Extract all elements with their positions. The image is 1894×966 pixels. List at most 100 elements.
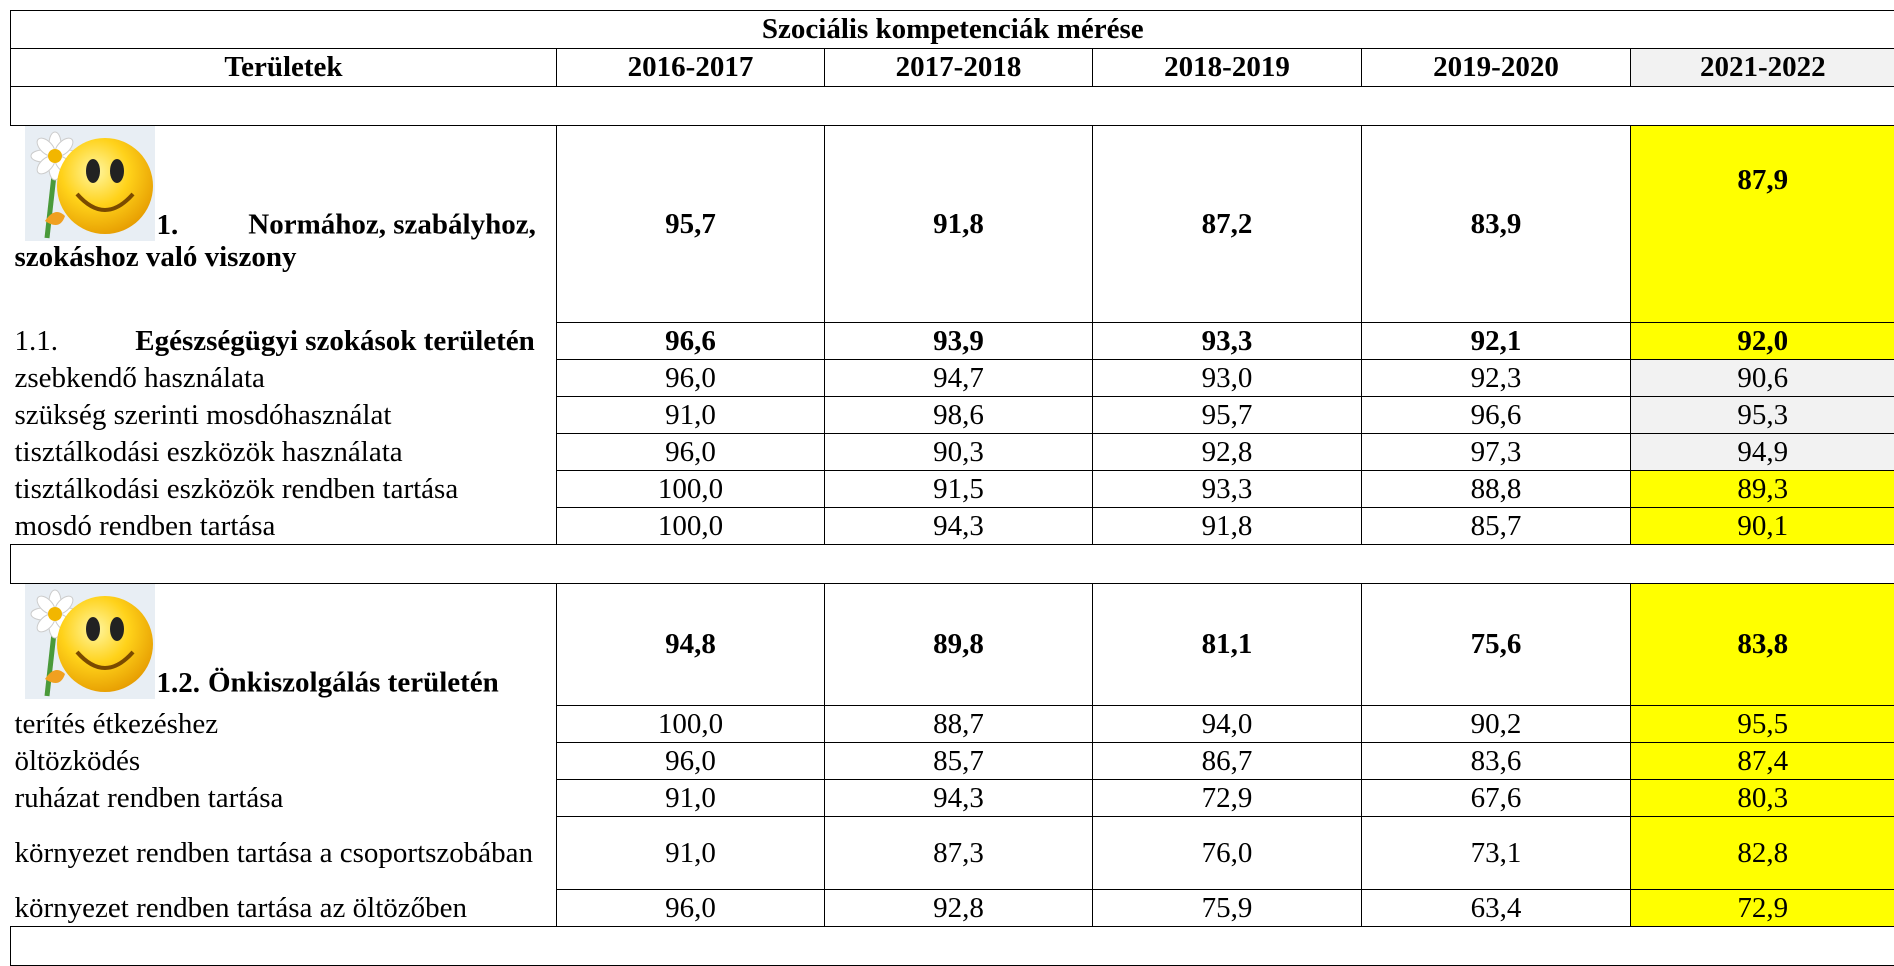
value-cell: 83,9 [1362,126,1631,323]
row-text: környezet rendben tartása az öltözőben [15,892,468,924]
row-label: ruházat rendben tartása [11,780,557,817]
value-cell: 87,4 [1631,743,1894,780]
value-cell: 93,9 [825,323,1093,360]
value-cell: 80,3 [1631,780,1894,817]
header-cell: 2017-2018 [825,49,1093,87]
value-cell: 96,0 [557,743,825,780]
value-cell: 96,0 [557,890,825,927]
value-cell: 67,6 [1362,780,1631,817]
value-cell: 92,1 [1362,323,1631,360]
value-cell: 100,0 [557,508,825,545]
value-cell: 87,3 [825,817,1093,890]
row-text: Egészségügyi szokások területén [135,325,535,357]
row-text: zsebkendő használata [15,362,265,394]
value-cell: 72,9 [1631,890,1894,927]
value-cell: 96,6 [1362,397,1631,434]
value-cell: 92,8 [825,890,1093,927]
row-text: tisztálkodási eszközök rendben tartása [15,473,459,505]
item-row: környezet rendben tartása a csoportszobá… [11,817,1894,890]
value-cell: 91,0 [557,780,825,817]
header-cell: 2019-2020 [1362,49,1631,87]
row-text: környezet rendben tartása a csoportszobá… [15,837,534,869]
row-text: ruházat rendben tartása [15,782,284,814]
header-cell: 2018-2019 [1093,49,1362,87]
value-cell: 75,6 [1362,584,1631,706]
value-cell: 94,3 [825,780,1093,817]
spacer-cell [11,545,1894,584]
row-label: 1.2.Önkiszolgálás területén [11,584,557,706]
row-text: tisztálkodási eszközök használata [15,436,403,468]
page: Szociális kompetenciák mérése Területek 2… [0,0,1894,933]
value-cell: 76,0 [1093,817,1362,890]
value-cell: 82,8 [1631,817,1894,890]
value-cell: 97,3 [1362,434,1631,471]
spacer-cell [11,87,1894,126]
value-cell: 92,0 [1631,323,1894,360]
spacer-row [11,545,1894,584]
value-cell: 94,7 [825,360,1093,397]
value-cell: 94,3 [825,508,1093,545]
value-cell: 83,6 [1362,743,1631,780]
value-cell: 96,0 [557,360,825,397]
smiley-icon [25,584,155,699]
value-cell: 90,1 [1631,508,1894,545]
value-cell: 94,0 [1093,706,1362,743]
item-row: környezet rendben tartása az öltözőben 96… [11,890,1894,927]
footer [11,927,1894,966]
table: Szociális kompetenciák mérése Területek 2… [10,10,1894,966]
sub-row: 1.1. Egészségügyi szokások területén 96,6… [11,323,1894,360]
value-cell: 91,0 [557,397,825,434]
value-cell: 91,8 [825,126,1093,323]
value-cell: 81,1 [1093,584,1362,706]
value-cell: 85,7 [825,743,1093,780]
row-number: 1.1. [15,325,59,357]
value-cell: 100,0 [557,706,825,743]
value-cell: 92,3 [1362,360,1631,397]
value-cell: 94,9 [1631,434,1894,471]
value-cell: 96,6 [557,323,825,360]
value-cell: 72,9 [1093,780,1362,817]
value-cell: 91,0 [557,817,825,890]
row-label: környezet rendben tartása a csoportszobá… [11,817,557,890]
row-number: 1.2. [157,667,201,699]
row-label: öltözködés [11,743,557,780]
value-cell: 88,7 [825,706,1093,743]
title-row: Szociális kompetenciák mérése [11,11,1894,49]
value-cell: 95,3 [1631,397,1894,434]
value-cell: 94,8 [557,584,825,706]
row-label: tisztálkodási eszközök rendben tartása [11,471,557,508]
value-cell: 89,8 [825,584,1093,706]
row-label: 1.Normához, szabályhoz, szokáshoz való v… [11,126,557,323]
row-text: terítés étkezéshez [15,708,219,740]
header-cell: 2021-2022 [1631,49,1894,87]
value-cell: 91,5 [825,471,1093,508]
value-cell: 87,2 [1093,126,1362,323]
value-cell: 75,9 [1093,890,1362,927]
smiley-icon [25,126,155,241]
row-label: tisztálkodási eszközök használata [11,434,557,471]
value-cell: 93,3 [1093,323,1362,360]
value-cell: 95,7 [557,126,825,323]
value-cell: 98,6 [825,397,1093,434]
value-cell: 95,7 [1093,397,1362,434]
value-cell: 95,5 [1631,706,1894,743]
value-cell: 93,3 [1093,471,1362,508]
value-cell: 90,2 [1362,706,1631,743]
row-label: terítés étkezéshez [11,706,557,743]
section: 1.Normához, szabályhoz, szokáshoz való v… [11,87,1894,545]
value-cell: 96,0 [557,434,825,471]
value-cell: 93,0 [1093,360,1362,397]
header-cell: Területek [11,49,557,87]
value-cell: 88,8 [1362,471,1631,508]
row-text: mosdó rendben tartása [15,510,276,542]
title: Szociális kompetenciák mérése [11,11,1894,49]
